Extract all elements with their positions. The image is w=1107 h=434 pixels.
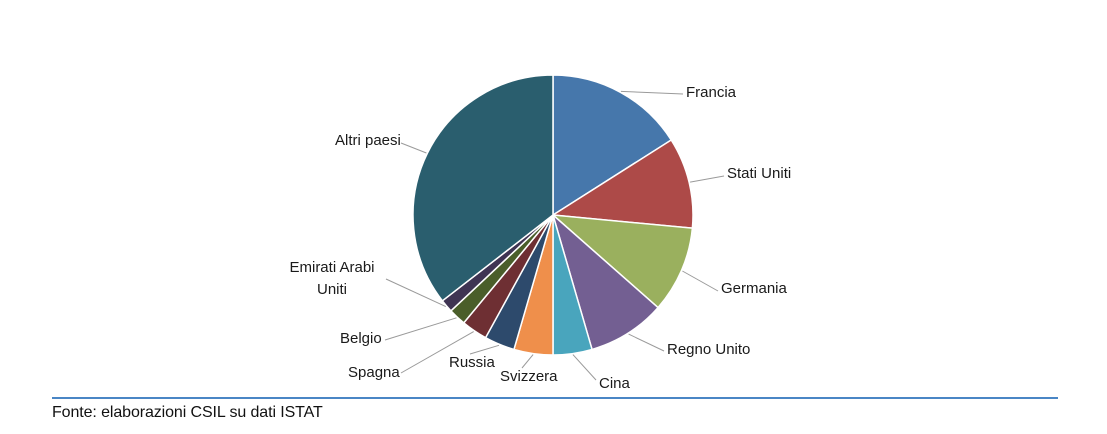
slice-label-cina: Cina <box>599 375 631 392</box>
leader-line-spagna <box>400 331 474 374</box>
slice-label-emirati-arabi-uniti: Emirati Arabi Uniti <box>289 259 374 298</box>
pie-slice-regno-unito <box>551 212 660 351</box>
pie-slice-altri-paesi <box>412 74 554 302</box>
source-note: Fonte: elaborazioni CSIL su dati ISTAT <box>52 404 323 421</box>
slice-label-germania: Germania <box>721 280 788 297</box>
leader-line-cina <box>572 354 597 381</box>
slice-label-francia: Francia <box>686 84 737 101</box>
slice-label-stati-uniti: Stati Uniti <box>727 165 791 182</box>
slice-label-russia: Russia <box>449 354 496 371</box>
slice-label-altri-paesi: Altri paesi <box>335 132 401 149</box>
leader-line-francia <box>620 90 684 95</box>
leader-line-svizzera <box>521 354 534 369</box>
leader-line-emirati-arabi-uniti <box>385 278 447 308</box>
pie-slice-germania <box>550 214 694 309</box>
leader-line-russia <box>469 344 500 355</box>
pie-chart-svg: Francia Stati Uniti Germania Regno Unito Cin… <box>289 74 791 392</box>
leader-line-regno-unito <box>628 333 665 352</box>
leader-line-belgio <box>384 317 457 341</box>
pie-chart: Francia Stati Uniti Germania Regno Unito Cin… <box>289 74 791 392</box>
pie-slices <box>412 74 694 356</box>
pie-slice-stati-uniti <box>550 138 694 229</box>
leader-line-altri-paesi <box>400 142 427 154</box>
slice-labels: Francia Stati Uniti Germania Regno Unito Cin… <box>289 84 791 392</box>
leader-line-stati-uniti <box>690 175 725 183</box>
pie-slice-francia <box>552 74 673 217</box>
slice-label-regno-unito: Regno Unito <box>667 341 750 358</box>
slice-label-belgio: Belgio <box>340 330 382 347</box>
leader-lines <box>384 90 725 381</box>
slice-label-svizzera: Svizzera <box>500 368 558 385</box>
leader-line-germania <box>682 270 719 292</box>
slice-label-spagna: Spagna <box>348 364 400 381</box>
source-divider <box>52 397 1058 399</box>
